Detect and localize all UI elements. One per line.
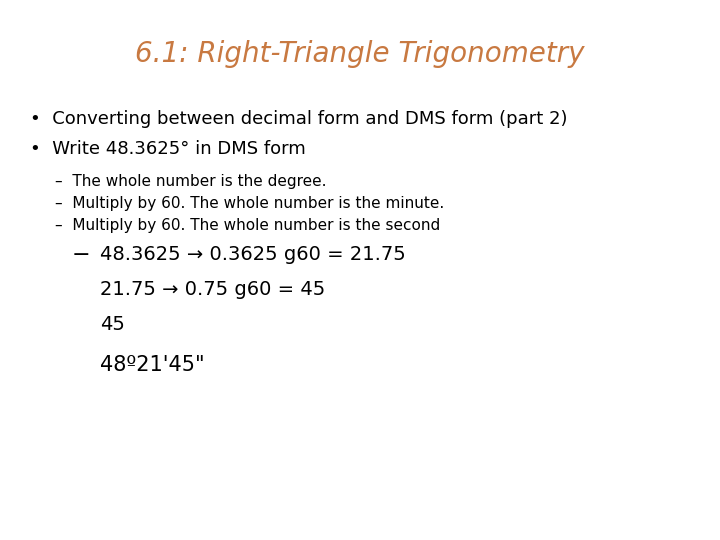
Text: 48.3625 → 0.3625 g60 = 21.75: 48.3625 → 0.3625 g60 = 21.75 — [100, 245, 406, 264]
Text: –  Multiply by 60. The whole number is the second: – Multiply by 60. The whole number is th… — [55, 218, 440, 233]
Text: 6.1: Right-Triangle Trigonometry: 6.1: Right-Triangle Trigonometry — [135, 40, 585, 68]
Text: •  Converting between decimal form and DMS form (part 2): • Converting between decimal form and DM… — [30, 110, 567, 128]
Text: 21.75 → 0.75 g60 = 45: 21.75 → 0.75 g60 = 45 — [100, 280, 325, 299]
Text: –  Multiply by 60. The whole number is the minute.: – Multiply by 60. The whole number is th… — [55, 196, 444, 211]
Text: 48º21'45": 48º21'45" — [100, 355, 204, 375]
Text: •  Write 48.3625° in DMS form: • Write 48.3625° in DMS form — [30, 140, 306, 158]
Text: –  The whole number is the degree.: – The whole number is the degree. — [55, 174, 326, 189]
Text: −: − — [72, 245, 91, 265]
Text: 45: 45 — [100, 315, 125, 334]
